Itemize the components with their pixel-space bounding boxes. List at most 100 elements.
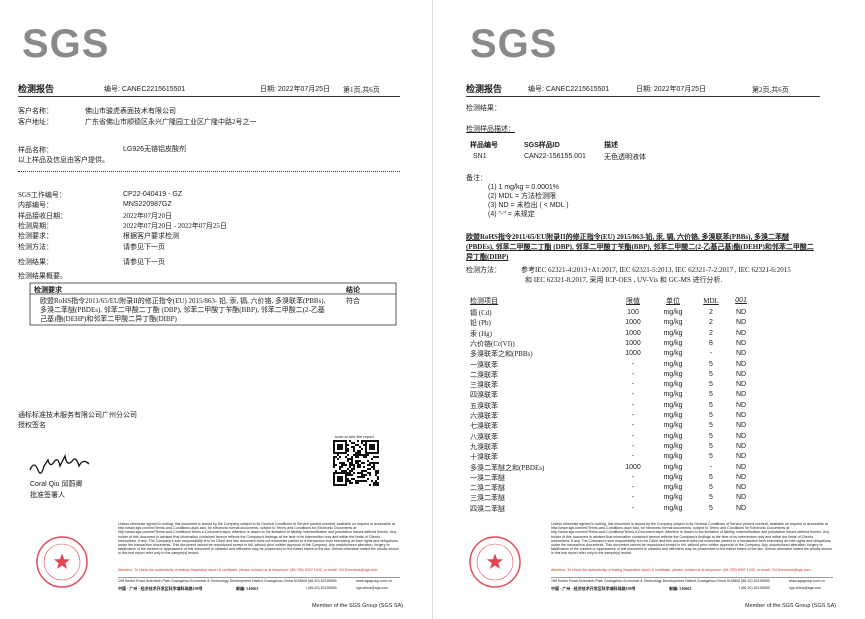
results-cell: mg/kg — [663, 360, 683, 368]
page-1 — [0, 0, 432, 619]
qr-cell — [349, 482, 351, 484]
qr-cell — [373, 484, 375, 486]
qr-finder-core — [337, 476, 343, 482]
qr-cell — [361, 472, 363, 474]
qr-cell — [361, 476, 363, 478]
qr-cell — [363, 440, 365, 442]
field-label: 客户地址： — [18, 118, 53, 126]
results-cell: ND — [735, 473, 747, 481]
results-cell: 5 — [709, 504, 713, 512]
qr-cell — [375, 462, 377, 464]
stamp-outer — [469, 536, 521, 588]
qr-cell — [371, 466, 373, 468]
qr-cell — [357, 456, 359, 458]
results-item: 镉 (Cd) — [470, 309, 492, 317]
qr-cell — [359, 464, 361, 466]
qr-cell — [357, 450, 359, 452]
results-cell: 5 — [709, 442, 713, 450]
results-cell: 5 — [709, 370, 713, 378]
qr-cell — [375, 474, 377, 476]
qr-cell — [367, 464, 369, 466]
qr-cell — [343, 464, 345, 466]
results-cell: 2 — [709, 329, 713, 337]
results-item: 五溴联苯 — [470, 401, 498, 410]
results-cell: mg/kg — [663, 453, 683, 461]
qr-cell — [377, 472, 379, 474]
postcode: 邮编: 510663 — [669, 586, 692, 591]
report-title: 检测报告 — [18, 84, 55, 94]
stamp-outer — [36, 536, 88, 588]
results-cell: ND — [735, 432, 747, 440]
qr-cell — [345, 456, 347, 458]
field-value: 根据客户要求检测 — [123, 232, 179, 241]
qr-cell — [359, 472, 361, 474]
results-cell: - — [631, 484, 635, 492]
qr-cell — [369, 472, 371, 474]
qr-cell — [349, 480, 351, 482]
results-cell: 1000 — [625, 339, 641, 347]
results-cell: mg/kg — [663, 319, 683, 327]
qr-cell — [377, 462, 379, 464]
qr-cell — [335, 470, 337, 472]
field-value: CP22-040419 - GZ — [123, 191, 183, 198]
signer-title: 批准签署人 — [30, 491, 65, 499]
qr-cell — [357, 480, 359, 482]
postcode: 邮编: 510663 — [236, 586, 259, 591]
results-cell: mg/kg — [663, 504, 683, 512]
results-cell: ND — [735, 329, 747, 337]
results-cell: - — [631, 381, 635, 389]
results-item: 多溴二苯醚之和(PBDEs) — [470, 463, 545, 472]
qr-cell — [351, 446, 353, 448]
qr-cell — [357, 440, 359, 442]
qr-cell — [365, 480, 367, 482]
fine-print: Unless otherwise agreed in writing, this… — [551, 522, 832, 556]
phone-en: t (86-20) 82155555 — [306, 579, 337, 583]
member-line: Member of the SGS Group (SGS SA) — [312, 603, 404, 609]
qr-cell — [361, 462, 363, 464]
results-header: 单位 — [666, 297, 680, 305]
qr-cell — [353, 454, 355, 456]
qr-cell — [377, 482, 379, 484]
qr-cell — [369, 464, 371, 466]
results-cell: 8 — [709, 339, 713, 347]
results-cell: 2 — [709, 309, 713, 316]
report-date: 日期: 2022年07月25日 — [636, 86, 707, 93]
results-cell: ND — [735, 339, 747, 347]
results-cell: mg/kg — [663, 494, 683, 502]
qr-cell — [347, 444, 349, 446]
qr-cell — [373, 464, 375, 466]
qr-cell — [335, 464, 337, 466]
qr-cell — [361, 480, 363, 482]
fine-print: Unless otherwise agreed in writing, this… — [118, 522, 399, 556]
qr-cell — [333, 458, 335, 460]
method-label: 检测方法： — [466, 266, 501, 274]
qr-cell — [339, 468, 341, 470]
qr-cell — [343, 470, 345, 472]
qr-cell — [357, 466, 359, 468]
header-rule — [18, 96, 400, 97]
qr-cell — [377, 456, 379, 458]
qr-cell — [375, 480, 377, 482]
qr-cell — [359, 480, 361, 482]
address-en: 198 Kezhu Road,Scientech Park Guangzhou … — [551, 579, 739, 583]
note: (2) MDL = 方法检测限 — [488, 193, 556, 200]
results-item: 六溴联苯 — [470, 412, 498, 420]
signature — [29, 453, 90, 474]
phone-en: t (86-20) 82155555 — [739, 579, 770, 583]
qr-cell — [367, 460, 369, 462]
qr-cell — [373, 482, 375, 484]
qr-cell — [347, 468, 349, 470]
qr-cell — [333, 462, 335, 464]
note: (4) "-" = 未规定 — [488, 211, 535, 218]
email: sgs.china@sgs.com — [356, 586, 389, 590]
qr-cell — [353, 472, 355, 474]
results-cell: ND — [735, 442, 747, 450]
website: www.sgsgroup.com.cn — [789, 579, 825, 583]
qr-cell — [375, 456, 377, 458]
qr-cell — [341, 466, 343, 468]
results-cell: ND — [735, 484, 747, 492]
qr-cell — [349, 440, 351, 442]
results-item: 二溴二苯醚 — [470, 484, 505, 493]
